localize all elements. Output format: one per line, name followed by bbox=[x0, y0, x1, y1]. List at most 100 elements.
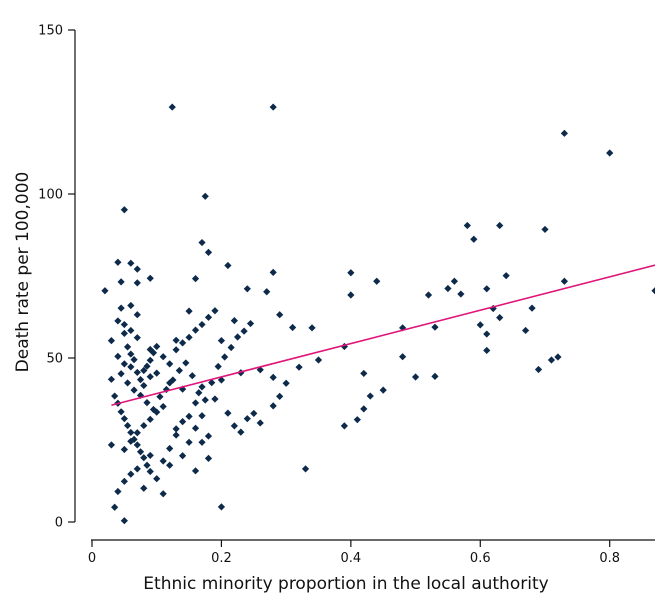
data-point bbox=[130, 435, 138, 443]
data-point bbox=[483, 330, 491, 338]
data-point bbox=[547, 356, 556, 364]
data-point bbox=[340, 342, 348, 351]
data-point bbox=[496, 221, 504, 230]
data-point bbox=[263, 288, 271, 296]
data-point bbox=[340, 422, 348, 430]
data-point bbox=[117, 304, 125, 312]
data-point bbox=[130, 386, 138, 394]
data-point bbox=[470, 235, 478, 243]
data-point bbox=[651, 287, 655, 295]
x-tick-label: 0.6 bbox=[470, 551, 491, 566]
data-point bbox=[117, 278, 125, 286]
y-tick-label: 0 bbox=[55, 516, 63, 531]
data-point bbox=[153, 475, 161, 483]
data-point bbox=[217, 337, 226, 345]
data-point bbox=[201, 396, 209, 404]
data-point bbox=[111, 392, 119, 400]
data-point bbox=[123, 343, 132, 351]
data-point bbox=[534, 365, 543, 374]
data-point bbox=[120, 445, 128, 454]
data-point bbox=[178, 452, 187, 460]
data-point bbox=[246, 319, 255, 328]
data-point bbox=[114, 352, 122, 360]
data-point bbox=[143, 362, 151, 370]
data-point bbox=[191, 275, 200, 283]
data-point bbox=[269, 402, 277, 410]
data-point bbox=[431, 323, 439, 331]
data-point bbox=[204, 432, 213, 440]
data-point bbox=[120, 477, 128, 485]
data-point bbox=[136, 448, 145, 456]
data-point bbox=[276, 311, 284, 319]
data-point bbox=[457, 290, 465, 298]
data-point bbox=[133, 368, 141, 377]
data-point bbox=[353, 416, 361, 424]
data-point bbox=[153, 369, 161, 377]
data-point bbox=[178, 339, 187, 347]
data-point bbox=[117, 408, 125, 416]
data-point bbox=[198, 438, 206, 446]
data-point bbox=[120, 415, 128, 423]
data-point bbox=[146, 451, 154, 460]
data-point bbox=[127, 363, 135, 371]
data-point bbox=[120, 320, 128, 329]
data-point bbox=[230, 317, 238, 325]
x-tick-label: 0.8 bbox=[599, 551, 620, 566]
data-point bbox=[140, 381, 148, 390]
data-point bbox=[243, 415, 251, 423]
data-point bbox=[201, 192, 209, 200]
data-point bbox=[146, 373, 154, 381]
data-point bbox=[166, 379, 174, 387]
data-point bbox=[133, 279, 141, 287]
x-tick-label: 0.2 bbox=[211, 551, 232, 566]
data-point bbox=[483, 285, 491, 293]
data-point bbox=[234, 333, 242, 341]
data-point bbox=[431, 372, 439, 380]
data-point bbox=[159, 353, 167, 361]
data-point bbox=[347, 269, 355, 277]
x-tick-label: 0.4 bbox=[341, 551, 362, 566]
data-point bbox=[120, 206, 128, 214]
data-point bbox=[379, 386, 387, 394]
data-point bbox=[237, 369, 245, 377]
data-point bbox=[114, 487, 122, 496]
data-point bbox=[146, 467, 154, 476]
data-point bbox=[146, 345, 154, 354]
scatter-points bbox=[101, 103, 655, 525]
data-point bbox=[166, 444, 174, 453]
data-point bbox=[185, 438, 193, 446]
data-point bbox=[127, 470, 135, 478]
data-point bbox=[169, 376, 177, 384]
data-point bbox=[146, 274, 154, 282]
data-point bbox=[269, 373, 277, 381]
data-point bbox=[224, 409, 232, 417]
data-point bbox=[237, 428, 245, 436]
data-point bbox=[123, 379, 132, 387]
data-point bbox=[191, 467, 200, 475]
data-point bbox=[541, 225, 549, 234]
x-tick-label: 0 bbox=[88, 551, 96, 566]
data-point bbox=[214, 362, 222, 371]
data-point bbox=[521, 326, 530, 335]
data-point bbox=[120, 360, 128, 368]
data-point bbox=[153, 342, 161, 351]
data-point bbox=[159, 490, 167, 498]
data-point bbox=[140, 484, 148, 492]
data-point bbox=[133, 429, 141, 437]
y-tick-label: 100 bbox=[38, 188, 63, 203]
data-point bbox=[149, 405, 158, 414]
data-point bbox=[198, 238, 206, 247]
data-point bbox=[188, 372, 196, 380]
data-point bbox=[172, 336, 180, 344]
data-point bbox=[444, 284, 452, 293]
data-point bbox=[269, 103, 277, 111]
data-point bbox=[166, 360, 174, 368]
data-point bbox=[496, 314, 504, 322]
data-point bbox=[360, 405, 368, 413]
data-point bbox=[204, 313, 213, 321]
y-axis-title: Death rate per 100,000 bbox=[13, 172, 33, 373]
y-tick-label: 150 bbox=[38, 24, 63, 39]
data-point bbox=[560, 277, 569, 285]
data-point bbox=[127, 350, 135, 358]
